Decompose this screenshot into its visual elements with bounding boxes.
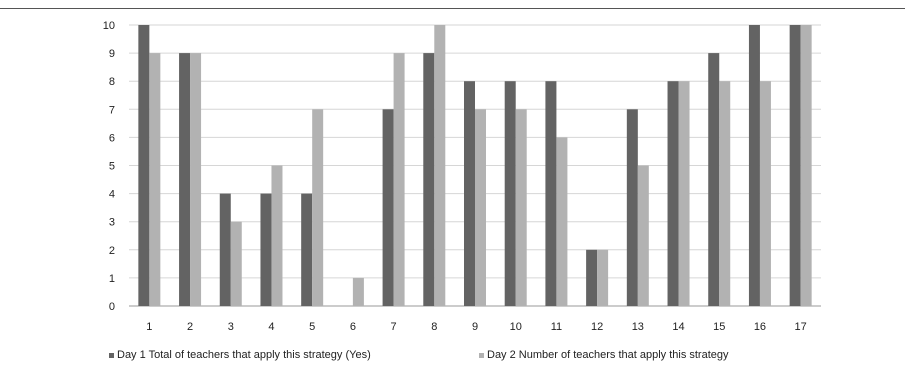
bar-series1 xyxy=(219,193,231,306)
x-tick-label: 16 xyxy=(754,321,766,333)
y-tick-label: 0 xyxy=(109,301,115,313)
x-tick-label: 5 xyxy=(309,321,315,333)
y-tick-label: 6 xyxy=(109,132,115,144)
bar-series1 xyxy=(708,53,720,306)
bar-series1 xyxy=(667,81,679,306)
bar-series2 xyxy=(678,81,690,306)
x-tick-label: 6 xyxy=(350,321,356,333)
x-tick-label: 11 xyxy=(551,321,562,333)
bar-series1 xyxy=(301,193,313,306)
legend-label-day1: Day 1 Total of teachers that apply this … xyxy=(117,349,371,361)
bar-series1 xyxy=(545,81,557,306)
x-tick-label: 3 xyxy=(228,321,234,333)
x-tick-label: 10 xyxy=(510,321,522,333)
legend-item-day2: Day 2 Number of teachers that apply this… xyxy=(479,348,729,362)
bar-series2 xyxy=(800,25,812,306)
x-tick-label: 17 xyxy=(795,321,807,333)
legend-item-day1: Day 1 Total of teachers that apply this … xyxy=(109,348,371,362)
bar-series1 xyxy=(586,249,598,306)
x-tick-label: 8 xyxy=(431,321,437,333)
x-tick-label: 14 xyxy=(672,321,684,333)
y-tick-label: 7 xyxy=(109,104,115,116)
x-tick-label: 7 xyxy=(391,321,397,333)
bar-series2 xyxy=(271,165,283,306)
y-tick-label: 1 xyxy=(109,273,115,285)
legend-swatch-day1 xyxy=(109,352,114,358)
x-tick-label: 4 xyxy=(268,321,274,333)
bar-series2 xyxy=(230,221,242,306)
bar-series1 xyxy=(138,25,150,306)
x-tick-label: 9 xyxy=(472,321,478,333)
y-tick-label: 4 xyxy=(109,189,115,201)
bar-series1 xyxy=(748,25,760,306)
y-tick-label: 3 xyxy=(109,217,115,229)
bar-series2 xyxy=(597,249,609,306)
x-tick-label: 1 xyxy=(146,321,152,333)
bar-series1 xyxy=(260,193,272,306)
legend-swatch-day2 xyxy=(479,352,484,358)
bar-series2 xyxy=(149,53,161,306)
bar-series2 xyxy=(352,277,364,306)
x-tick-label: 12 xyxy=(591,321,603,333)
bar-series2 xyxy=(637,165,649,306)
bar-series2 xyxy=(475,109,486,306)
x-tick-label: 13 xyxy=(632,321,644,333)
bar-series2 xyxy=(759,81,771,306)
bar-series1 xyxy=(464,81,475,306)
y-tick-label: 2 xyxy=(109,245,115,257)
x-tick-label: 15 xyxy=(713,321,725,333)
legend-label-day2: Day 2 Number of teachers that apply this… xyxy=(487,349,729,361)
x-tick-label: 2 xyxy=(187,321,193,333)
y-tick-label: 9 xyxy=(109,48,115,60)
bar-series1 xyxy=(789,25,801,306)
bar-series1 xyxy=(504,81,516,306)
bar-series2 xyxy=(556,137,568,306)
y-tick-label: 10 xyxy=(103,20,115,32)
y-tick-label: 8 xyxy=(109,76,115,88)
bar-series1 xyxy=(179,53,191,306)
bar-series2 xyxy=(434,25,446,306)
bar-series2 xyxy=(393,53,405,306)
y-tick-label: 5 xyxy=(109,161,115,173)
bar-series2 xyxy=(719,81,731,306)
top-divider xyxy=(0,8,905,9)
bar-series1 xyxy=(423,53,435,306)
bar-series1 xyxy=(382,109,394,306)
bar-series2 xyxy=(515,109,527,306)
bar-series2 xyxy=(312,109,324,306)
bar-series2 xyxy=(190,53,202,306)
bar-series1 xyxy=(626,109,638,306)
